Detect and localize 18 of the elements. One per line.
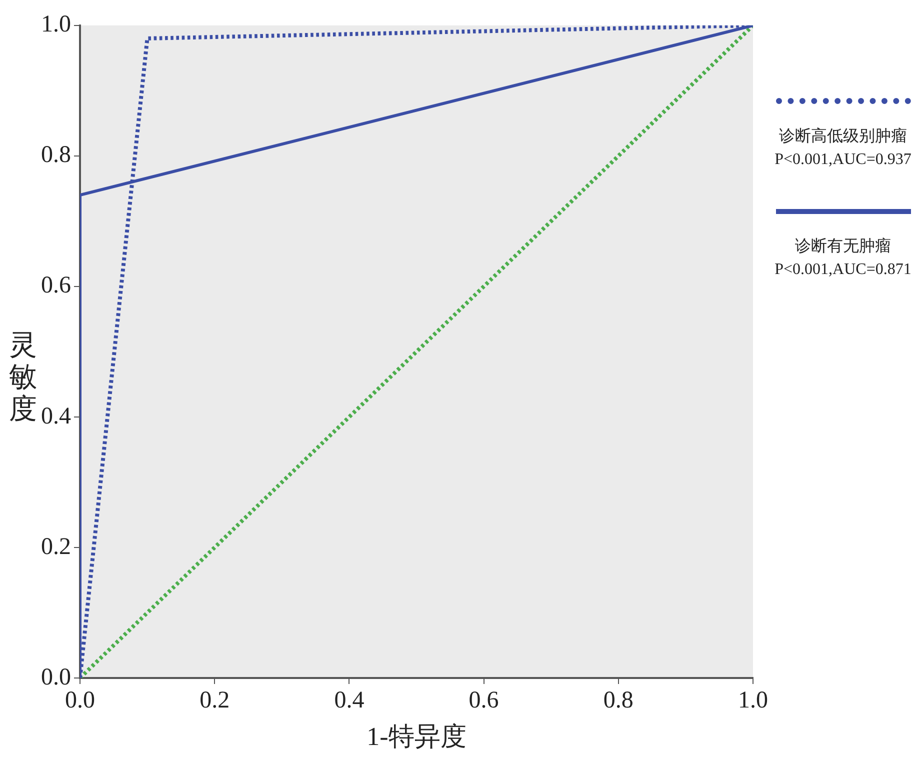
text: P<0.001,AUC=0.871: [774, 261, 912, 279]
x-tick-label: 0.2: [200, 688, 230, 714]
x-tick-label: 0.8: [603, 688, 634, 714]
text: P<0.001,AUC=0.937: [774, 151, 912, 169]
x-axis-title: 1-特异度: [366, 722, 466, 752]
text: 诊断高低级别肿瘤: [778, 126, 908, 147]
x-tick-label: 0.0: [65, 688, 95, 714]
y-tick-label: 0.6: [41, 272, 71, 299]
x-tick-label: 0.6: [468, 688, 499, 714]
x-tick-label: 1.0: [738, 688, 768, 714]
y-tick-label: 1.0: [41, 12, 71, 38]
x-tick-label: 0.4: [334, 688, 364, 714]
y-tick-label: 0.2: [41, 534, 71, 560]
y-tick-label: 0.8: [41, 142, 71, 168]
y-axis-title: 灵敏度: [9, 330, 37, 426]
y-tick-label: 0.4: [41, 403, 71, 430]
text: 诊断有无肿瘤: [794, 236, 892, 257]
y-tick-label: 0.0: [41, 664, 71, 690]
